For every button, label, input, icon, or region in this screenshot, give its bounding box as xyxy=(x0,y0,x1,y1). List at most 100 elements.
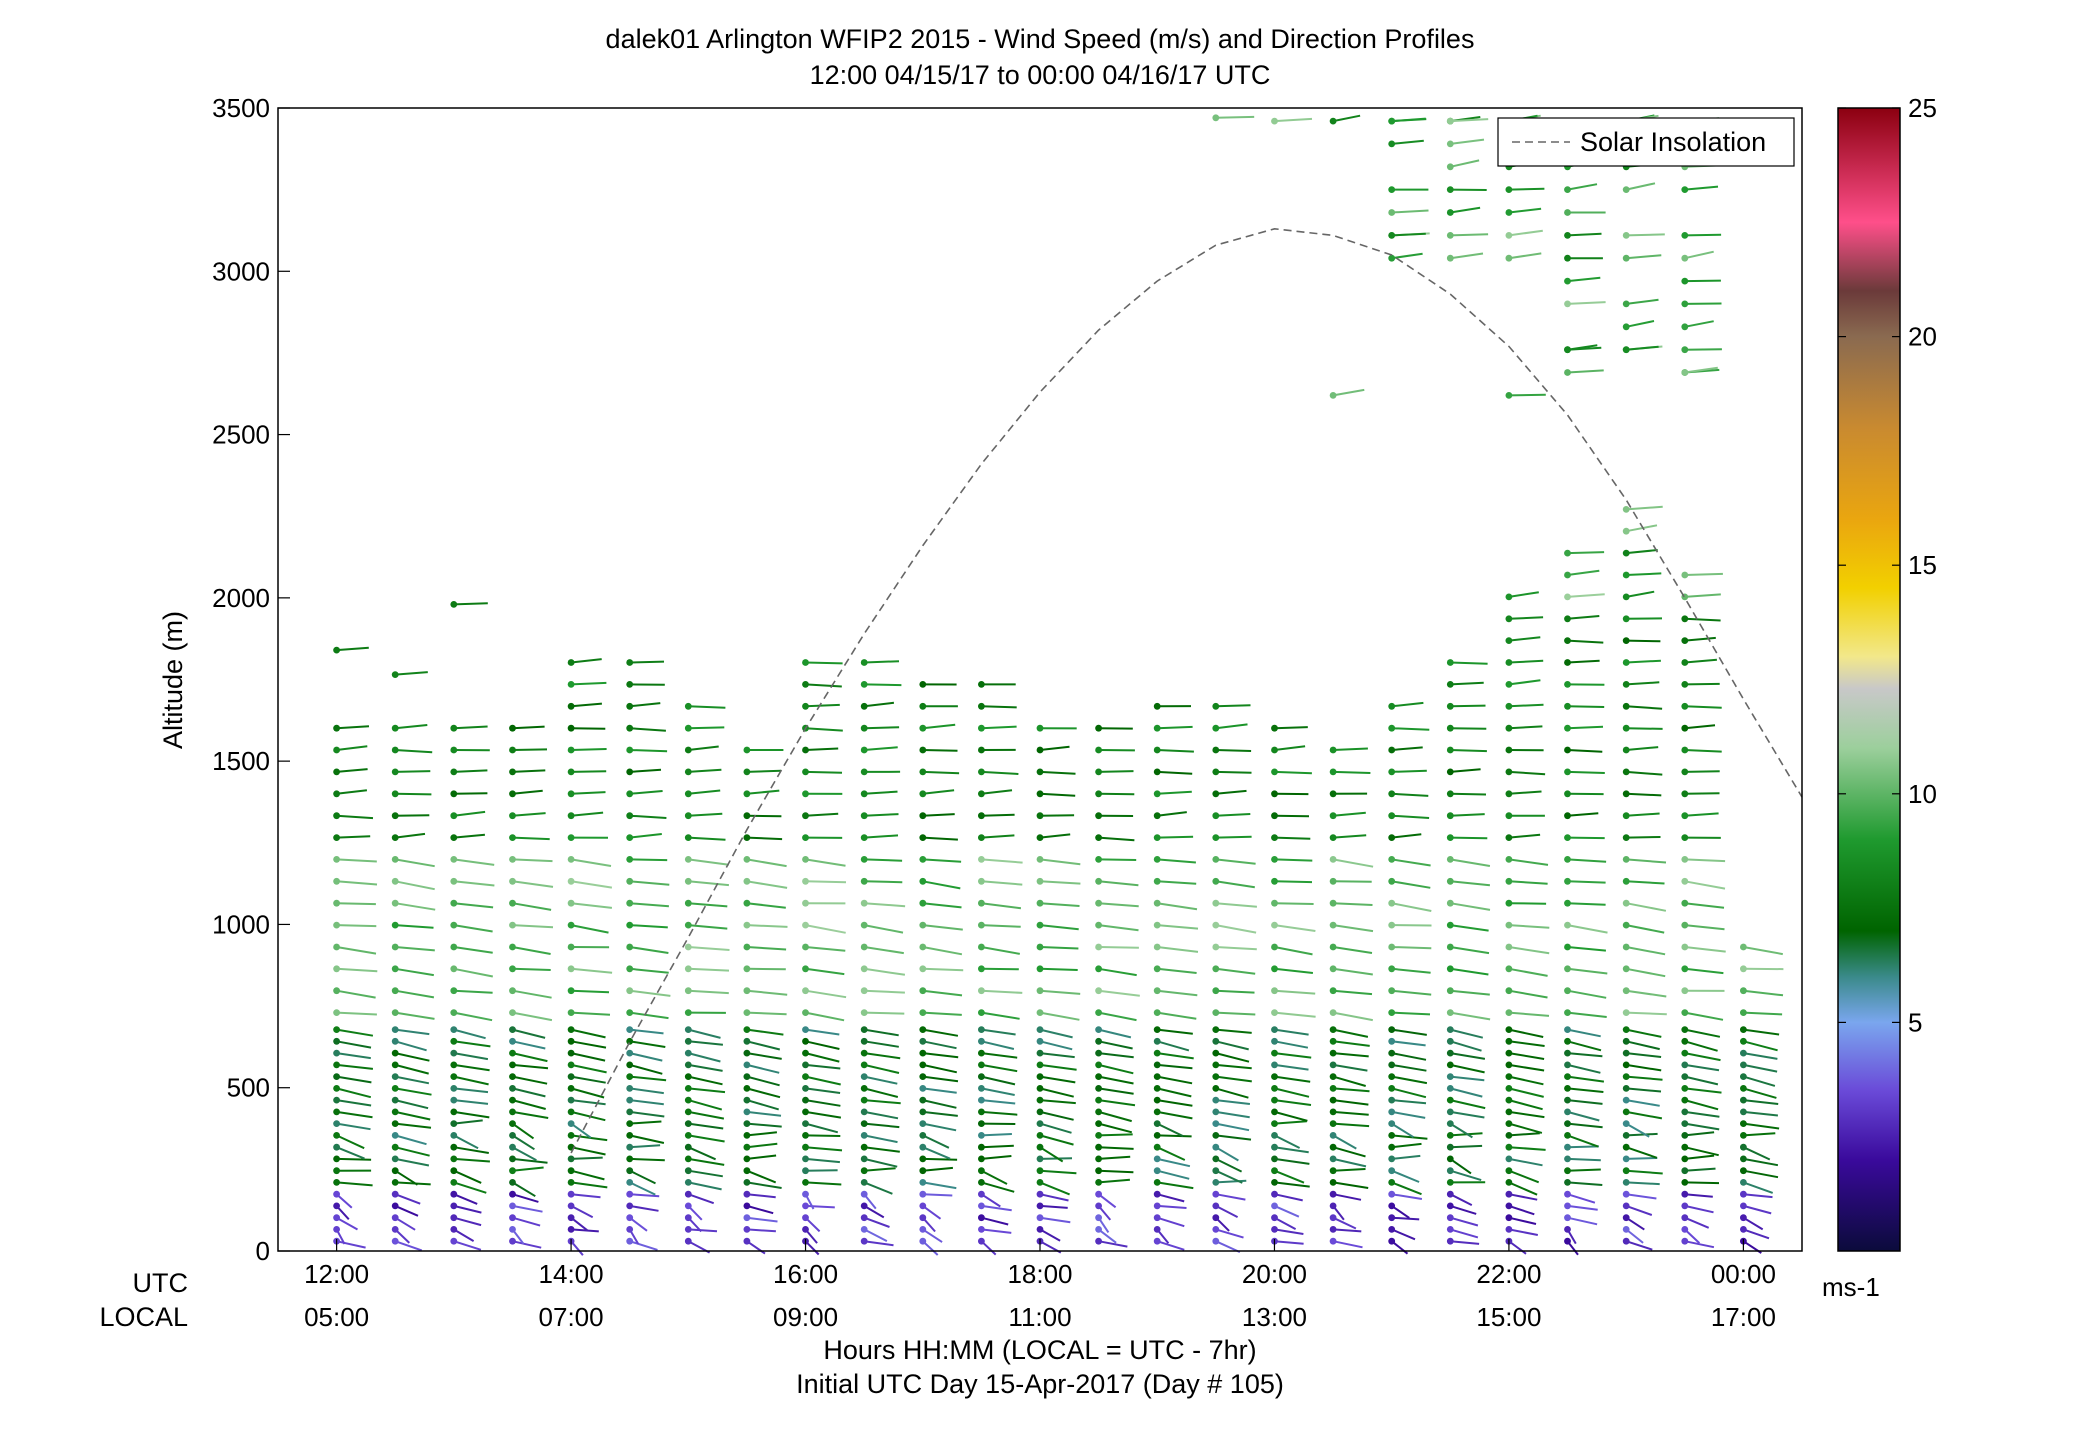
wind-barb-shaft-129 xyxy=(513,838,550,840)
wind-barb-914 xyxy=(1740,1203,1771,1214)
wind-barb-700 xyxy=(1447,160,1479,170)
wind-barb-head-192 xyxy=(626,965,633,972)
wind-barb-shaft-764 xyxy=(1568,1088,1604,1092)
wind-barb-897 xyxy=(1681,594,1720,601)
wind-barb-head-179 xyxy=(626,1144,633,1151)
wind-barb-186 xyxy=(626,1062,662,1074)
wind-barb-194 xyxy=(626,922,668,929)
wind-barb-393 xyxy=(978,1085,1015,1095)
wind-barb-head-73 xyxy=(450,1179,457,1186)
wind-barb-shaft-372 xyxy=(923,838,958,840)
wind-barb-222 xyxy=(685,1062,723,1071)
wind-barb-head-211 xyxy=(685,1191,692,1198)
wind-barb-595 xyxy=(1330,1109,1369,1116)
wind-barb-shaft-671 xyxy=(1450,1112,1484,1118)
wind-barb-16 xyxy=(333,1050,371,1058)
wind-barb-70 xyxy=(450,1214,481,1225)
wind-barb-head-678 xyxy=(1447,1026,1454,1033)
wind-barb-head-377 xyxy=(919,725,926,732)
wind-barb-788 xyxy=(1564,615,1599,622)
wind-barb-head-354 xyxy=(919,1132,926,1139)
wind-barb-679 xyxy=(1447,1009,1490,1019)
wind-barb-10 xyxy=(333,1120,370,1129)
wind-barb-head-705 xyxy=(1506,1226,1513,1233)
wind-barb-shaft-818 xyxy=(1626,1088,1661,1091)
wind-barb-shaft-494 xyxy=(1157,1088,1191,1096)
wind-barb-shaft-95 xyxy=(454,835,485,838)
wind-barb-202 xyxy=(626,747,667,754)
wind-barb-head-853 xyxy=(1623,186,1630,193)
wind-barb-shaft-619 xyxy=(1392,1229,1415,1239)
wind-barb-head-428 xyxy=(1037,1085,1044,1092)
wind-barb-head-736 xyxy=(1506,725,1513,732)
wind-barb-head-838 xyxy=(1623,703,1630,710)
wind-barb-351 xyxy=(919,1167,953,1174)
wind-barb-head-822 xyxy=(1623,1038,1630,1045)
wind-barb-276 xyxy=(802,1203,835,1210)
wind-barb-shaft-291 xyxy=(806,1030,840,1035)
wind-barb-shaft-258 xyxy=(747,1041,780,1049)
wind-barb-shaft-17 xyxy=(337,1041,371,1047)
wind-barb-26 xyxy=(333,856,377,863)
wind-barb-head-46 xyxy=(392,1097,399,1104)
wind-barb-head-177 xyxy=(626,1167,633,1174)
wind-barb-head-599 xyxy=(1330,1062,1337,1069)
wind-barb-head-839 xyxy=(1623,681,1630,688)
wind-barb-590 xyxy=(1330,1167,1366,1174)
wind-barb-head-158 xyxy=(568,922,575,929)
wind-barb-head-898 xyxy=(1681,572,1688,579)
wind-barb-741 xyxy=(1506,615,1544,622)
wind-barb-shaft-93 xyxy=(454,881,495,885)
wind-barb-head-169 xyxy=(568,681,575,688)
wind-barb-head-726 xyxy=(1506,944,1513,951)
wind-barb-799 xyxy=(1564,184,1597,193)
wind-barb-890 xyxy=(1681,747,1721,754)
wind-barb-846 xyxy=(1623,525,1657,534)
wind-barb-head-734 xyxy=(1506,769,1513,776)
wind-barb-583 xyxy=(1271,118,1312,125)
wind-barb-234 xyxy=(685,834,726,841)
wind-barb-725 xyxy=(1506,965,1548,976)
wind-barb-head-407 xyxy=(978,834,985,841)
wind-barb-264 xyxy=(744,922,788,929)
wind-barb-53 xyxy=(392,1009,435,1019)
wind-barb-shaft-215 xyxy=(688,1147,715,1159)
wind-barb-shaft-201 xyxy=(630,770,661,772)
wind-barb-235 xyxy=(685,812,722,819)
wind-barb-shaft-540 xyxy=(1216,881,1255,887)
wind-barb-863 xyxy=(1681,1191,1712,1198)
wind-barb-head-531 xyxy=(1212,1050,1219,1057)
wind-barb-442 xyxy=(1037,834,1071,841)
wind-barb-head-886 xyxy=(1681,834,1688,841)
x-row-label-local: LOCAL xyxy=(99,1302,188,1332)
wind-barb-611 xyxy=(1330,834,1367,841)
wind-barb-shaft-53 xyxy=(395,1013,434,1019)
wind-barb-68 xyxy=(450,1238,481,1250)
wind-barb-head-452 xyxy=(1095,1191,1102,1198)
wind-barb-head-628 xyxy=(1388,1120,1395,1127)
wind-barb-head-137 xyxy=(568,1214,575,1221)
wind-barb-584 xyxy=(1330,1238,1363,1248)
wind-barb-head-506 xyxy=(1154,878,1161,885)
wind-barb-shaft-387 xyxy=(981,1156,1011,1159)
wind-barb-790 xyxy=(1564,571,1599,579)
wind-barb-head-737 xyxy=(1506,703,1513,710)
wind-barb-shaft-547 xyxy=(1216,724,1248,728)
wind-barb-252 xyxy=(744,1109,782,1116)
wind-barb-head-496 xyxy=(1154,1062,1161,1069)
wind-barb-head-287 xyxy=(802,1073,809,1080)
wind-barb-head-562 xyxy=(1271,1097,1278,1104)
wind-barb-816 xyxy=(1623,1109,1662,1119)
wind-barb-head-473 xyxy=(1095,878,1102,885)
wind-barb-head-478 xyxy=(1095,769,1102,776)
wind-barb-596 xyxy=(1330,1097,1369,1105)
wind-barb-shaft-229 xyxy=(688,947,729,950)
wind-barb-852 xyxy=(1623,232,1665,239)
wind-barb-shaft-648 xyxy=(1392,771,1427,772)
wind-barb-head-149 xyxy=(568,1073,575,1080)
wind-barb-head-371 xyxy=(919,856,926,863)
wind-barb-head-86 xyxy=(450,1026,457,1033)
wind-barb-220 xyxy=(685,1085,725,1092)
wind-barb-shaft-895 xyxy=(1685,638,1716,641)
wind-barb-296 xyxy=(802,922,846,933)
